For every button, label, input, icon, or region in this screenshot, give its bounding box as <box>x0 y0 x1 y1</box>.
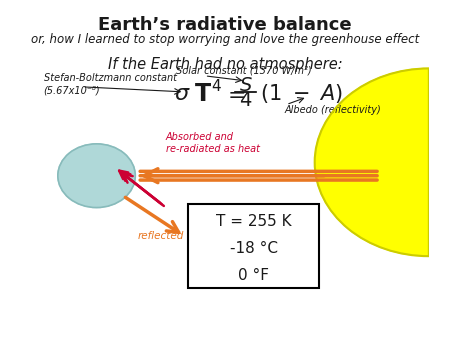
Text: Stefan-Boltzmann constant
(5.67x10⁻⁸): Stefan-Boltzmann constant (5.67x10⁻⁸) <box>44 73 176 95</box>
Text: Absorbed and
re-radiated as heat: Absorbed and re-radiated as heat <box>166 132 260 154</box>
Text: $4$: $4$ <box>211 78 221 94</box>
Text: or, how I learned to stop worrying and love the greenhouse effect: or, how I learned to stop worrying and l… <box>31 33 419 46</box>
FancyBboxPatch shape <box>188 204 319 288</box>
Text: $\mathbf{T}$: $\mathbf{T}$ <box>194 81 212 105</box>
Text: -18 °C: -18 °C <box>230 241 278 256</box>
Wedge shape <box>315 68 429 256</box>
Text: Albedo (reflectivity): Albedo (reflectivity) <box>284 105 381 115</box>
Text: 0 °F: 0 °F <box>238 268 269 283</box>
Text: reflected: reflected <box>137 231 184 241</box>
Text: $4$: $4$ <box>239 92 252 111</box>
Text: $=$: $=$ <box>223 83 246 103</box>
Text: $(1\ -\ A)$: $(1\ -\ A)$ <box>260 82 343 105</box>
Text: $S$: $S$ <box>238 76 252 95</box>
Text: Solar constant (1370 W/m²): Solar constant (1370 W/m²) <box>176 65 312 75</box>
Text: If the Earth had no atmosphere:: If the Earth had no atmosphere: <box>108 57 342 72</box>
Text: $\sigma$: $\sigma$ <box>174 83 190 103</box>
Text: T = 255 K: T = 255 K <box>216 214 291 229</box>
Circle shape <box>58 144 135 208</box>
Text: Earth’s radiative balance: Earth’s radiative balance <box>98 17 352 34</box>
